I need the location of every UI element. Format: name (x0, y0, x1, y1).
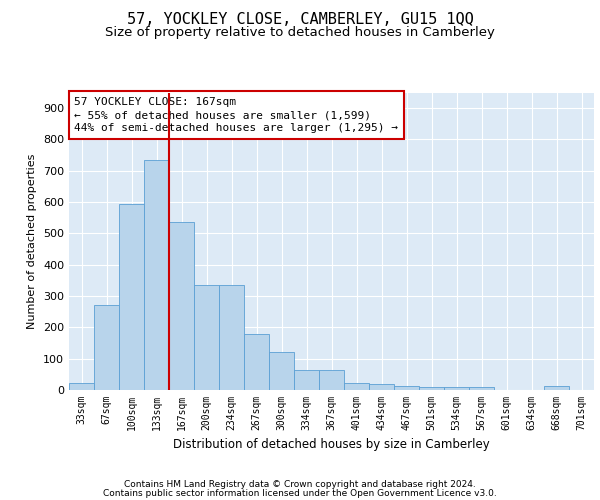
Y-axis label: Number of detached properties: Number of detached properties (28, 154, 37, 329)
Bar (69, 383, 94, 390)
Bar (169, 222, 194, 390)
Bar (244, 334, 269, 390)
Text: Size of property relative to detached houses in Camberley: Size of property relative to detached ho… (105, 26, 495, 39)
Text: Contains HM Land Registry data © Crown copyright and database right 2024.: Contains HM Land Registry data © Crown c… (124, 480, 476, 489)
Text: 57 YOCKLEY CLOSE: 167sqm
← 55% of detached houses are smaller (1,599)
44% of sem: 57 YOCKLEY CLOSE: 167sqm ← 55% of detach… (74, 97, 398, 134)
Bar (394, 386, 419, 390)
Bar (194, 285, 219, 390)
Bar (144, 160, 169, 390)
Bar (419, 387, 444, 390)
Bar (344, 383, 369, 390)
Text: Contains public sector information licensed under the Open Government Licence v3: Contains public sector information licen… (103, 490, 497, 498)
Text: 57, YOCKLEY CLOSE, CAMBERLEY, GU15 1QQ: 57, YOCKLEY CLOSE, CAMBERLEY, GU15 1QQ (127, 12, 473, 28)
Bar (219, 285, 244, 390)
Bar (369, 384, 394, 390)
X-axis label: Distribution of detached houses by size in Camberley: Distribution of detached houses by size … (173, 438, 490, 452)
Bar (469, 388, 494, 390)
Bar (94, 306, 119, 390)
Bar (294, 370, 319, 390)
Bar (269, 352, 294, 390)
Bar (544, 386, 569, 390)
Bar (119, 204, 144, 390)
Bar (319, 370, 344, 390)
Bar (444, 387, 469, 390)
